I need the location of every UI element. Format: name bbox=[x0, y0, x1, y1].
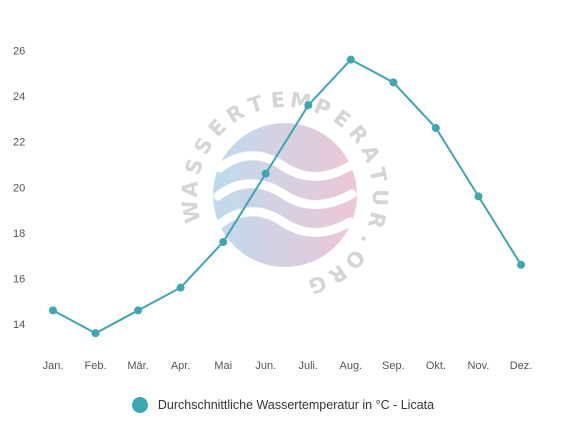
data-point[interactable] bbox=[176, 283, 185, 292]
x-tick-label: Okt. bbox=[426, 360, 446, 372]
y-tick-label: 26 bbox=[13, 46, 25, 58]
watermark-letter: E bbox=[270, 88, 286, 113]
data-point[interactable] bbox=[474, 192, 483, 201]
watermark-letter: T bbox=[365, 166, 392, 186]
x-axis: Jan. Feb. Mär. Apr. Mai Jun. Juli. Aug. Sep. Okt.… bbox=[43, 360, 533, 372]
watermark-letter: . bbox=[356, 232, 381, 251]
legend-label: Durchschnittliche Wassertemperatur in °C… bbox=[157, 398, 435, 412]
x-tick-label: Sep. bbox=[382, 360, 405, 372]
data-point[interactable] bbox=[517, 260, 525, 269]
series-points bbox=[49, 55, 525, 338]
y-tick-label: 24 bbox=[13, 91, 25, 103]
watermark-letter: R bbox=[344, 121, 373, 149]
x-tick-label: Nov. bbox=[468, 360, 490, 372]
watermark-letter: S bbox=[181, 156, 208, 178]
watermark-letter: R bbox=[222, 100, 248, 129]
y-tick-label: 16 bbox=[13, 273, 25, 285]
watermark-letter: E bbox=[204, 115, 231, 142]
watermark-letter: A bbox=[356, 141, 385, 167]
x-tick-label: Jun. bbox=[255, 360, 276, 372]
legend[interactable]: Durchschnittliche Wassertemperatur in °C… bbox=[0, 397, 566, 413]
watermark-letter: M bbox=[288, 88, 313, 115]
data-point[interactable] bbox=[431, 124, 440, 133]
x-tick-label: Mai bbox=[214, 360, 232, 372]
data-point[interactable] bbox=[261, 169, 270, 178]
x-tick-label: Dez. bbox=[510, 360, 533, 372]
y-axis: 14 16 18 20 22 24 26 bbox=[13, 46, 25, 332]
x-tick-label: Apr. bbox=[171, 360, 191, 372]
watermark-letter: A bbox=[178, 179, 203, 198]
x-tick-label: Jan. bbox=[43, 360, 64, 372]
data-point[interactable] bbox=[219, 238, 228, 247]
data-point[interactable] bbox=[91, 329, 100, 338]
x-tick-label: Aug. bbox=[339, 360, 362, 372]
data-point[interactable] bbox=[346, 55, 355, 64]
watermark-letter: E bbox=[329, 105, 355, 133]
watermark-letter: W bbox=[178, 198, 206, 225]
watermark-letter: T bbox=[245, 91, 267, 118]
watermark-letter: G bbox=[305, 270, 329, 298]
watermark-letter: U bbox=[368, 189, 392, 207]
data-point[interactable] bbox=[389, 78, 398, 87]
watermark-waves-icon bbox=[213, 151, 357, 237]
y-tick-label: 20 bbox=[13, 182, 25, 194]
x-tick-label: Juli. bbox=[298, 360, 318, 372]
y-tick-label: 14 bbox=[13, 319, 25, 331]
y-tick-label: 18 bbox=[13, 228, 25, 240]
x-tick-label: Feb. bbox=[85, 360, 107, 372]
data-point[interactable] bbox=[49, 306, 57, 315]
data-point[interactable] bbox=[304, 101, 313, 110]
legend-marker bbox=[131, 397, 148, 413]
x-tick-label: Mär. bbox=[127, 360, 148, 372]
watermark-letter: S bbox=[189, 133, 217, 158]
series-line bbox=[52, 58, 522, 335]
watermark-letter: R bbox=[363, 209, 390, 231]
y-tick-label: 22 bbox=[13, 137, 25, 149]
data-point[interactable] bbox=[134, 306, 143, 315]
